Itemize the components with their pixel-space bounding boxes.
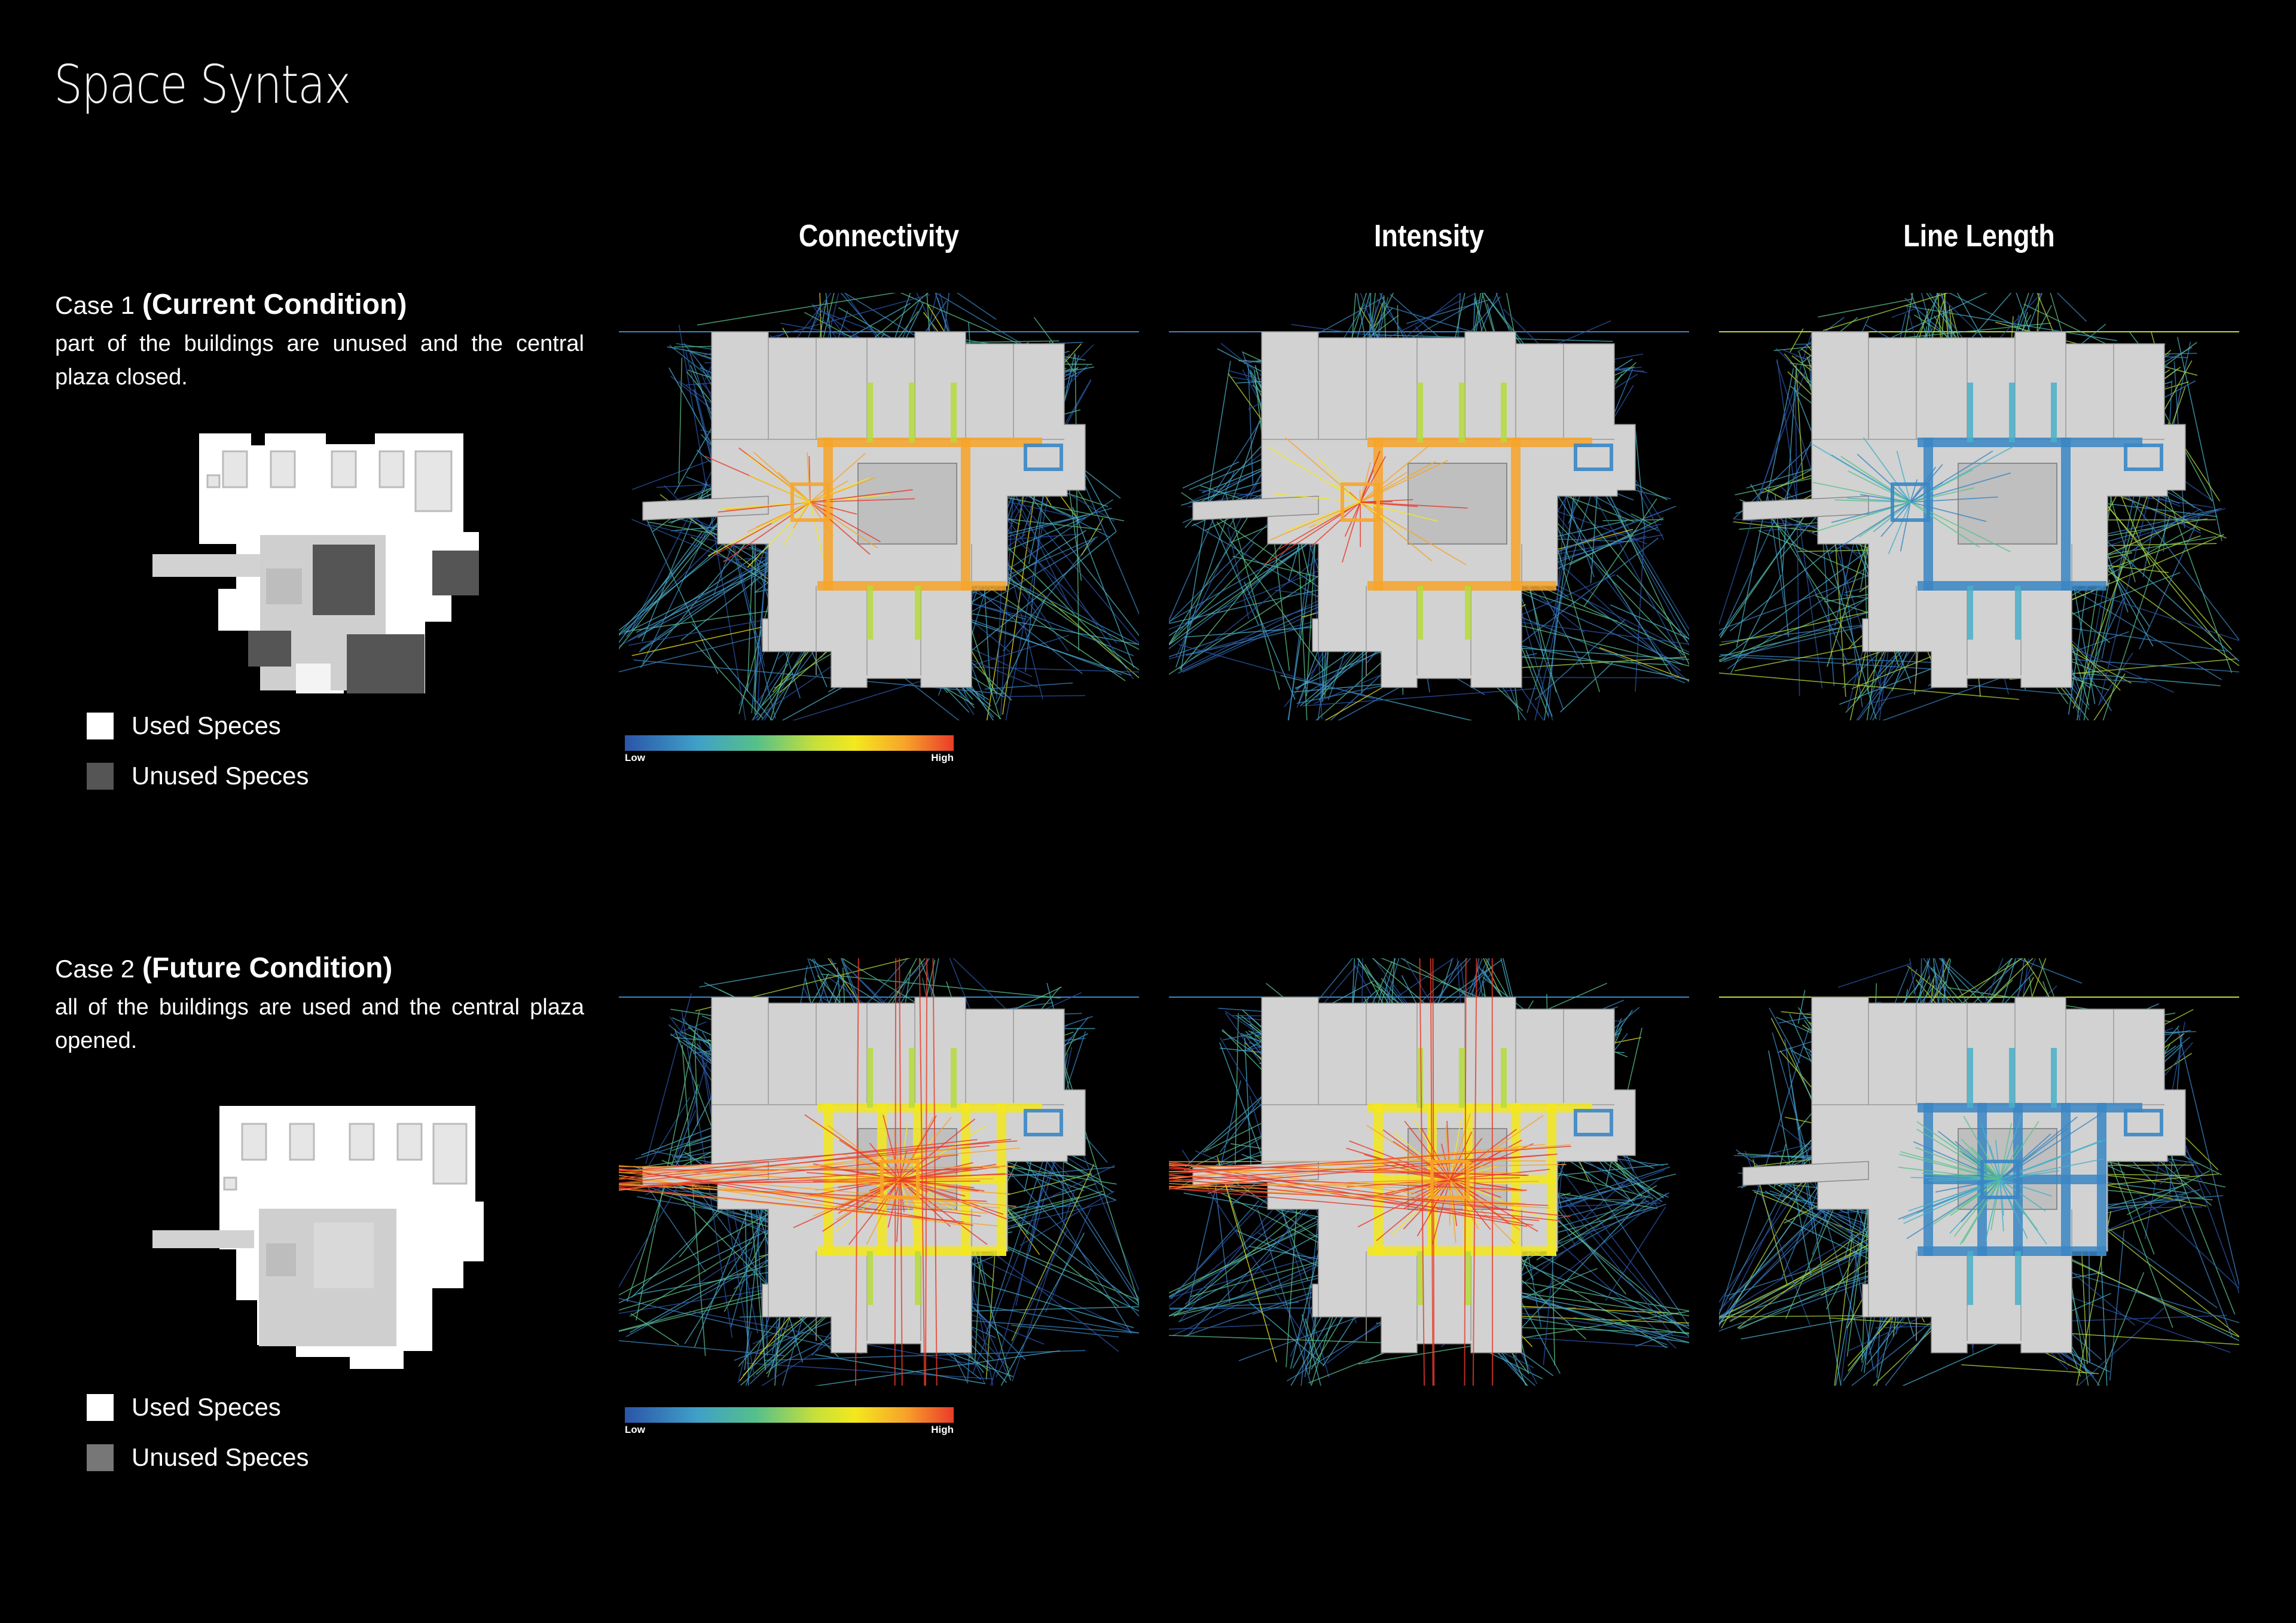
map-case1-connectivity [619,293,1139,720]
legend-label-used: Used Speces [132,711,281,739]
case-1-number: Case 1 [55,291,135,319]
legend-row-used: Used Speces [87,1382,398,1432]
case-2-block: Case 2 (Future Condition) all of the bui… [55,952,584,1057]
case-1-title: Case 1 (Current Condition) [55,288,584,321]
page-title: Space Syntax [54,54,351,115]
case-2-title: Case 2 (Future Condition) [55,952,584,985]
scale-low-label: Low [625,752,645,763]
map-case2-connectivity [619,958,1139,1386]
color-scale-labels: Low High [625,1424,954,1436]
scale-low-label: Low [625,1424,645,1435]
case-1-description: part of the buildings are unused and the… [55,331,584,390]
legend-swatch-unused [87,1444,114,1471]
case-2-description: all of the buildings are used and the ce… [55,995,584,1053]
color-scale-labels: Low High [625,752,954,764]
legend-swatch-used [87,1393,114,1421]
case-1-block: Case 1 (Current Condition) part of the b… [55,288,584,394]
legend-row-used: Used Speces [87,701,398,751]
case-2-plan-thumbnail [152,1106,484,1369]
scale-high-label: High [931,1424,954,1435]
color-scale-case1: Low High [625,735,954,764]
color-scale-case2: Low High [625,1407,954,1436]
map-case1-line-length [1719,293,2239,720]
case-2-legend: Used Speces Unused Speces [87,1382,398,1483]
color-scale-bar [625,735,954,751]
legend-label-unused: Unused Speces [132,1443,309,1471]
case-2-condition: (Future Condition) [142,952,393,984]
column-heading-intensity: Intensity [1374,219,1484,253]
case-1-plan-thumbnail [152,433,479,693]
legend-row-unused: Unused Speces [87,751,398,801]
case-1-condition: (Current Condition) [142,289,407,320]
map-case1-intensity [1169,293,1689,720]
legend-label-used: Used Speces [132,1393,281,1421]
legend-swatch-used [87,712,114,739]
map-case2-intensity [1169,958,1689,1386]
legend-swatch-unused [87,762,114,790]
legend-label-unused: Unused Speces [132,762,309,790]
case-1-legend: Used Speces Unused Speces [87,701,398,801]
column-heading-line-length: Line Length [1903,219,2055,253]
map-case2-line-length [1719,958,2239,1386]
color-scale-bar [625,1407,954,1423]
case-2-number: Case 2 [55,955,135,983]
column-heading-connectivity: Connectivity [798,219,960,253]
scale-high-label: High [931,752,954,763]
legend-row-unused: Unused Speces [87,1432,398,1483]
